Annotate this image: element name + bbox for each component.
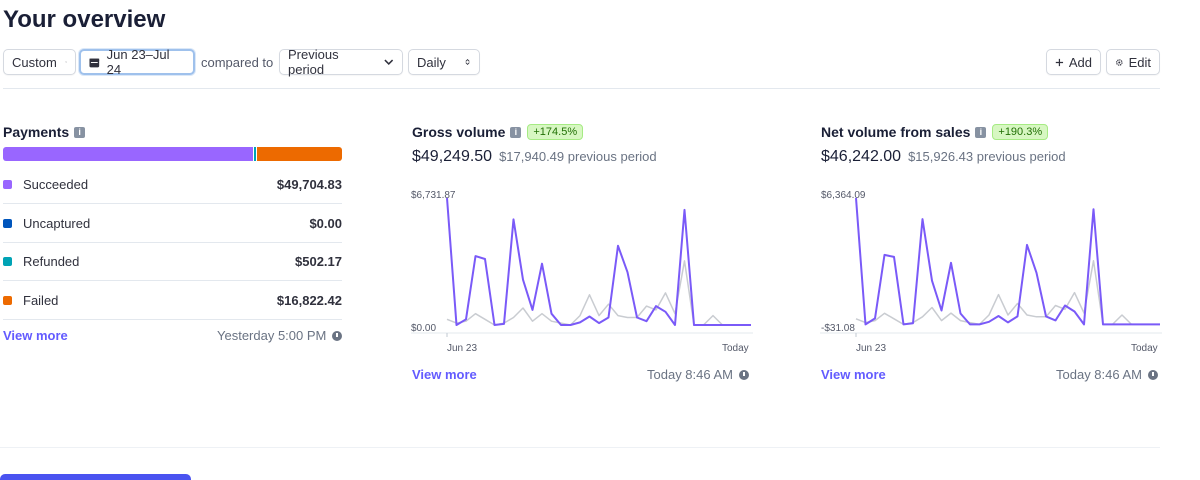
net-amount: $46,242.00: [821, 148, 902, 165]
bottom-tab-indicator: [0, 474, 191, 480]
status-dot-uncaptured: [3, 219, 12, 228]
plus-icon: [1055, 58, 1064, 66]
legend-value: $49,704.83: [276, 177, 342, 192]
compared-to-label: compared to: [201, 55, 274, 70]
gross-previous: $17,940.49 previous period: [499, 149, 657, 164]
net-x-start: Jun 23: [856, 343, 887, 354]
gross-x-end: Today: [722, 343, 749, 354]
gross-x-start: Jun 23: [447, 343, 478, 354]
add-label: Add: [1068, 54, 1092, 70]
payments-title-text: Payments: [3, 124, 70, 140]
compare-select[interactable]: Previous period: [279, 47, 403, 77]
gross-title-text: Gross volume: [412, 124, 506, 140]
calendar-icon: [89, 58, 100, 67]
interval-select[interactable]: Daily: [408, 49, 480, 75]
legend-row-uncaptured[interactable]: Uncaptured $0.00: [3, 205, 342, 243]
clock-icon: [739, 369, 749, 380]
clock-icon: [332, 330, 343, 341]
section-divider: [0, 447, 1160, 448]
gross-volume-chart[interactable]: [411, 186, 753, 340]
net-title-text: Net volume from sales: [821, 124, 971, 140]
updated-text: Today 8:46 AM: [1056, 367, 1142, 382]
bar-segment-refunded: [254, 147, 257, 161]
range-type-select[interactable]: Custom: [3, 49, 76, 75]
legend-label: Uncaptured: [23, 216, 91, 231]
range-type-label: Custom: [12, 54, 57, 70]
payments-card-title: Payments i: [3, 124, 86, 140]
add-button[interactable]: Add: [1046, 49, 1101, 75]
edit-label: Edit: [1128, 54, 1151, 70]
page-title: Your overview: [3, 6, 166, 33]
date-range-label: Jun 23–Jul 24: [106, 47, 170, 77]
net-previous: $15,926.43 previous period: [908, 149, 1066, 164]
chevron-down-icon: [65, 61, 67, 63]
status-dot-failed: [3, 296, 12, 305]
gross-amount: $49,249.50: [412, 148, 493, 165]
bar-segment-failed: [256, 147, 342, 161]
gross-view-more-link[interactable]: View more: [412, 367, 477, 382]
gross-updated: Today 8:46 AM: [647, 367, 749, 382]
legend-value: $0.00: [309, 216, 342, 231]
updated-text: Yesterday 5:00 PM: [217, 328, 327, 343]
net-volume-amount-row: $46,242.00 $15,926.43 previous period: [821, 148, 1066, 166]
chevron-down-icon: [383, 59, 393, 66]
clock-icon: [1148, 369, 1158, 380]
net-ymax-label: $6,364.09: [821, 190, 866, 201]
net-ymin-label: -$31.08: [821, 323, 855, 334]
legend-label: Refunded: [23, 254, 80, 269]
info-icon[interactable]: i: [74, 126, 86, 138]
change-badge: +174.5%: [527, 124, 584, 140]
net-x-end: Today: [1131, 343, 1158, 354]
legend-row-failed[interactable]: Failed $16,822.42: [3, 282, 342, 320]
legend-label: Failed: [23, 293, 59, 308]
gear-icon: [1116, 58, 1123, 66]
legend-label: Succeeded: [23, 177, 89, 192]
info-icon[interactable]: i: [975, 126, 987, 138]
net-updated: Today 8:46 AM: [1056, 367, 1158, 382]
status-dot-succeeded: [3, 180, 12, 189]
legend-row-succeeded[interactable]: Succeeded $49,704.83: [3, 166, 342, 204]
current-period-line: [855, 197, 1160, 326]
compare-option-label: Previous period: [288, 47, 339, 77]
legend-row-refunded[interactable]: Refunded $502.17: [3, 243, 342, 281]
payments-view-more-link[interactable]: View more: [3, 328, 68, 343]
legend-value: $16,822.42: [276, 293, 342, 308]
payments-updated: Yesterday 5:00 PM: [217, 328, 343, 343]
header-divider: [3, 88, 1160, 89]
net-volume-chart[interactable]: [820, 186, 1162, 340]
interval-label: Daily: [417, 54, 446, 70]
info-icon[interactable]: i: [510, 126, 522, 138]
status-dot-refunded: [3, 257, 12, 266]
change-badge: +190.3%: [992, 124, 1049, 140]
net-volume-card-title: Net volume from sales i +190.3%: [821, 124, 1049, 140]
gross-ymax-label: $6,731.87: [411, 190, 456, 201]
date-range-picker[interactable]: Jun 23–Jul 24: [79, 47, 195, 77]
current-period-line: [446, 197, 751, 326]
chevron-updown-icon: [465, 59, 470, 65]
gross-volume-amount-row: $49,249.50 $17,940.49 previous period: [412, 148, 657, 166]
net-view-more-link[interactable]: View more: [821, 367, 886, 382]
legend-value: $502.17: [295, 254, 342, 269]
edit-button[interactable]: Edit: [1106, 49, 1160, 75]
payments-breakdown-bar: [3, 147, 342, 161]
updated-text: Today 8:46 AM: [647, 367, 733, 382]
bar-segment-succeeded: [3, 147, 255, 161]
gross-volume-card-title: Gross volume i +174.5%: [412, 124, 584, 140]
gross-ymin-label: $0.00: [411, 323, 437, 334]
